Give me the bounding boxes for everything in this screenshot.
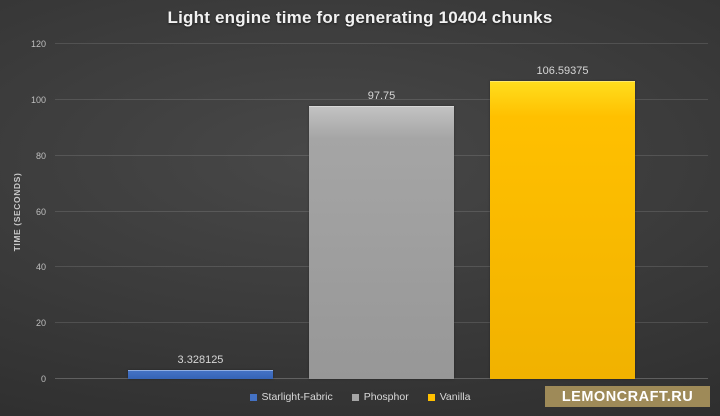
bar-phosphor: 97.75 — [309, 90, 454, 379]
legend-label-phosphor: Phosphor — [363, 391, 409, 403]
legend-label-vanilla: Vanilla — [439, 391, 471, 403]
legend-swatch-icon-phosphor — [351, 393, 359, 401]
bar-value-label-vanilla: 106.59375 — [536, 65, 589, 77]
y-tick-label-80: 80 — [35, 150, 46, 161]
y-tick-label-60: 60 — [35, 206, 46, 217]
legend-item-starlight-fabric: Starlight-Fabric — [249, 391, 333, 403]
bar-starlight-fabric: 3.328125 — [128, 354, 273, 379]
y-tick-label-20: 20 — [35, 318, 46, 329]
plot-area: TIME (SECONDS) 0 20 40 60 80 100 120 3.328125 9… — [12, 39, 708, 384]
bar-value-label-phosphor: 97.75 — [367, 90, 396, 102]
legend-item-phosphor: Phosphor — [351, 391, 409, 403]
legend-swatch-icon-vanilla — [427, 393, 435, 401]
bar-value-label-starlight-fabric: 3.328125 — [177, 354, 224, 366]
y-tick-label-100: 100 — [30, 94, 46, 105]
legend-swatch-icon-starlight-fabric — [249, 393, 257, 401]
y-tick-label-0: 0 — [40, 374, 46, 384]
bars-row: 3.328125 97.75 106.59375 — [55, 44, 708, 379]
y-gridline-120 — [55, 43, 708, 44]
legend-item-vanilla: Vanilla — [427, 391, 471, 403]
bar-vanilla: 106.59375 — [490, 65, 635, 379]
y-axis-title: TIME (SECONDS) — [12, 172, 22, 251]
y-tick-label-40: 40 — [35, 262, 46, 273]
legend: Starlight-Fabric Phosphor Vanilla — [0, 391, 720, 403]
legend-label-starlight-fabric: Starlight-Fabric — [261, 391, 333, 403]
chart-title: Light engine time for generating 10404 c… — [167, 8, 553, 27]
y-gridline-100 — [55, 98, 708, 100]
watermark-badge: LEMONCRAFT.RU — [545, 386, 710, 407]
y-tick-label-120: 120 — [30, 39, 46, 49]
